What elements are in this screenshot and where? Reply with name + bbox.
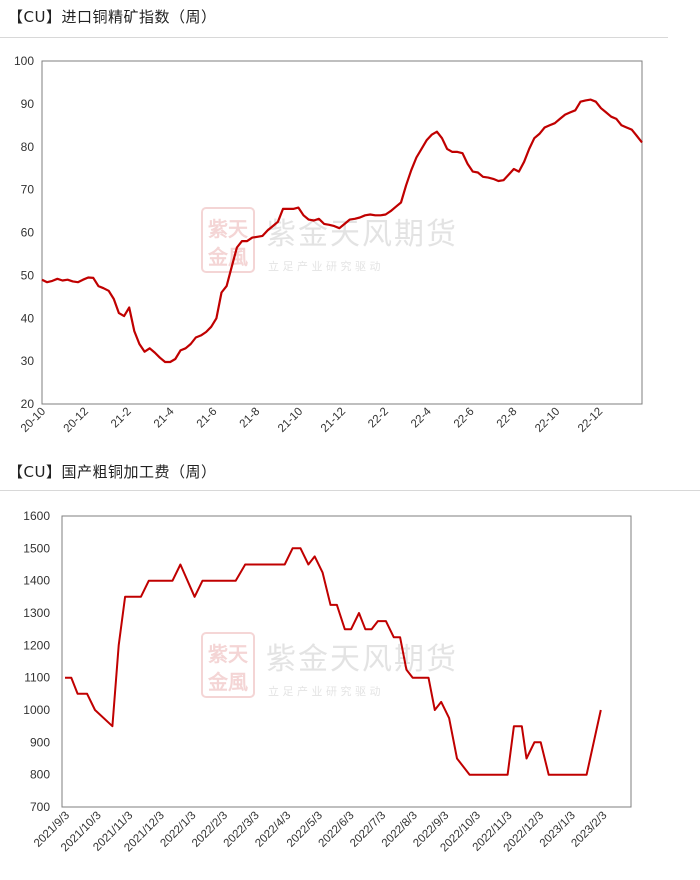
chart2-ytick-label: 700 — [30, 800, 50, 814]
chart1-ytick-label: 20 — [21, 397, 35, 411]
chart1-series-line — [41, 98, 643, 364]
watermark-seal — [201, 632, 255, 698]
chart2-title: 【CU】国产粗铜加工费（周） — [8, 463, 217, 481]
watermark-slogan: 立 足 产 业 研 究 驱 动 — [268, 259, 380, 273]
chart1-plot-area — [41, 60, 643, 405]
chart2-ytick-label: 800 — [30, 768, 50, 782]
title-divider-1 — [0, 37, 668, 38]
watermark-company: 紫金天风期货 — [266, 217, 458, 252]
chart2-series-line — [65, 547, 602, 776]
watermark-seal-bottom: 金風 — [207, 245, 248, 269]
chart1-ytick-label: 60 — [21, 226, 35, 240]
chart2-ytick-label: 1300 — [23, 606, 50, 620]
chart2-ytick-label: 1200 — [23, 638, 50, 652]
chart1-ytick-label: 80 — [21, 140, 35, 154]
chart1-ytick-label: 90 — [21, 97, 35, 111]
chart1-ytick-label: 70 — [21, 183, 35, 197]
chart1-title: 【CU】进口铜精矿指数（周） — [8, 8, 217, 26]
chart2-ytick-label: 1000 — [23, 703, 50, 717]
chart2-plot-area — [61, 515, 632, 808]
chart1-ytick-label: 40 — [21, 311, 35, 325]
chart2-ytick-label: 1400 — [23, 574, 50, 588]
chart2-ytick-label: 1600 — [23, 509, 50, 523]
watermark-slogan: 立 足 产 业 研 究 驱 动 — [268, 684, 380, 698]
chart2-ytick-label: 1500 — [23, 541, 50, 555]
chart2-ytick-label: 900 — [30, 735, 50, 749]
title-divider-2 — [0, 490, 700, 491]
chart1-ytick-label: 100 — [14, 54, 34, 68]
watermark-company: 紫金天风期货 — [266, 642, 458, 677]
watermark-seal-bottom: 金風 — [207, 670, 248, 694]
chart2-ytick-label: 1100 — [24, 671, 50, 685]
chart1-ytick-label: 30 — [21, 354, 35, 368]
watermark-seal — [201, 207, 255, 273]
watermark-seal-top: 紫天 — [208, 217, 249, 241]
watermark-seal-top: 紫天 — [208, 642, 249, 666]
chart1-ytick-label: 50 — [21, 268, 35, 282]
